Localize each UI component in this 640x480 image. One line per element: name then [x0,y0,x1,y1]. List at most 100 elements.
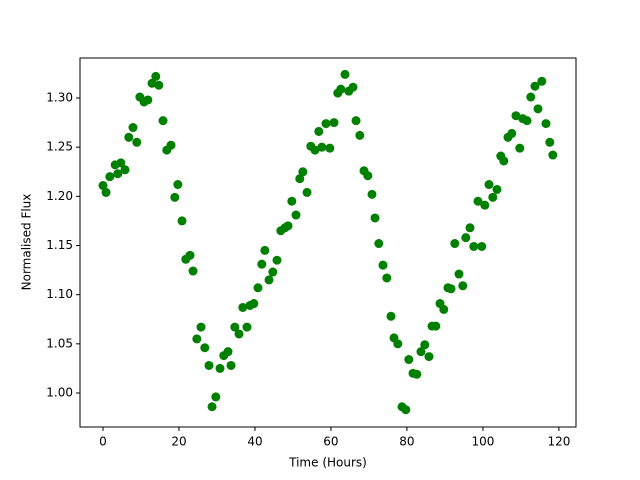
x-tick-label: 40 [247,435,262,449]
point [537,76,547,86]
point [526,92,536,102]
point [116,158,126,168]
point [204,360,214,370]
y-axis-label: Normalised Flux [20,194,34,291]
point [260,245,270,255]
point [177,216,187,226]
point [348,82,358,92]
point [124,132,134,142]
point [522,116,532,126]
y-tick-label: 1.20 [46,189,73,203]
point [230,322,240,332]
point [507,128,517,138]
point [473,196,483,206]
plot-frame [79,57,577,428]
x-tick-label: 80 [399,435,414,449]
point [283,221,293,231]
point [367,189,377,199]
x-tick-label: 60 [323,435,338,449]
y-tick-label: 1.25 [46,140,73,154]
x-tick-label: 20 [171,435,186,449]
point [264,275,274,285]
point [404,355,414,365]
point [412,369,422,379]
point [113,169,123,179]
point [192,334,202,344]
point [439,304,449,314]
point [98,181,108,191]
point [211,392,221,402]
x-tick-label: 100 [471,435,494,449]
point [488,192,498,202]
point [249,299,259,309]
point [533,104,543,114]
point [128,123,138,133]
point [541,119,551,129]
point [185,250,195,260]
point [166,140,176,150]
point [317,142,327,152]
point [351,116,361,126]
point [450,239,460,249]
point [370,213,380,223]
point [416,347,426,357]
point [336,84,346,94]
point [469,241,479,251]
point [143,95,153,105]
point [431,321,441,331]
point [215,363,225,373]
point [374,239,384,249]
point [287,196,297,206]
point [355,130,365,140]
y-tick-label: 1.10 [46,287,73,301]
point [196,322,206,332]
point [295,174,305,184]
point [234,329,244,339]
point [484,180,494,190]
point [223,347,233,357]
point [548,150,558,160]
y-tick-label: 1.05 [46,336,73,350]
point [101,187,111,197]
point [105,172,115,182]
point [298,167,308,177]
point [461,233,471,243]
y-tick-label: 1.00 [46,385,73,399]
point [499,156,509,166]
point [321,119,331,129]
point [302,187,312,197]
point [424,352,434,362]
point [132,137,142,147]
x-axis-label: Time (Hours) [288,456,367,470]
point [511,111,521,121]
point [458,281,468,291]
y-tick-label: 1.15 [46,238,73,252]
point [200,343,210,353]
point [158,116,168,126]
point [325,143,335,153]
point [363,171,373,181]
y-tick-label: 1.30 [46,91,73,105]
point [446,284,456,294]
point [382,273,392,283]
point [420,340,430,350]
point [393,339,403,349]
point [242,322,252,332]
point [226,360,236,370]
point [272,255,282,265]
point [378,260,388,270]
point [238,302,248,312]
point [329,118,339,128]
point [170,192,180,202]
point [545,137,555,147]
point [530,81,540,91]
point [120,165,130,175]
point [154,80,164,90]
point [340,69,350,79]
point [268,267,278,277]
point [480,200,490,210]
point [257,259,267,269]
point [314,126,324,136]
